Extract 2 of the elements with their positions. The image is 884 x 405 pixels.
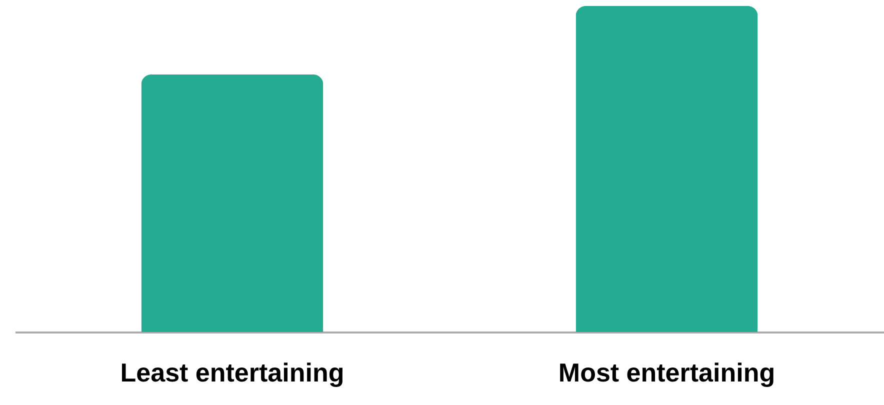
x-tick-label: Most entertaining xyxy=(558,358,776,388)
x-tick-label: Least entertaining xyxy=(120,358,344,388)
